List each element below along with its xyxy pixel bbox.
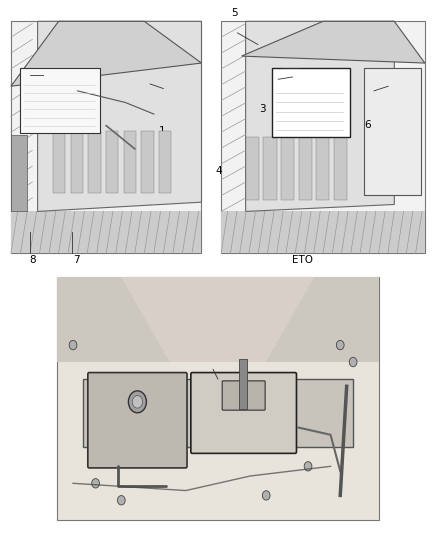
FancyBboxPatch shape (272, 68, 350, 137)
Polygon shape (11, 21, 201, 86)
FancyBboxPatch shape (364, 68, 421, 195)
FancyBboxPatch shape (221, 212, 425, 253)
FancyBboxPatch shape (191, 373, 297, 454)
FancyBboxPatch shape (299, 136, 312, 200)
FancyBboxPatch shape (141, 131, 154, 193)
FancyBboxPatch shape (53, 131, 65, 193)
Circle shape (304, 462, 312, 471)
Text: 3: 3 (73, 102, 80, 111)
Polygon shape (246, 21, 394, 212)
Circle shape (69, 341, 77, 350)
Circle shape (336, 341, 344, 350)
Polygon shape (38, 21, 201, 212)
Circle shape (262, 491, 270, 500)
Circle shape (92, 479, 99, 488)
FancyBboxPatch shape (11, 21, 201, 253)
FancyBboxPatch shape (222, 381, 265, 410)
FancyBboxPatch shape (334, 136, 347, 200)
FancyBboxPatch shape (71, 131, 83, 193)
Text: 2: 2 (53, 78, 60, 87)
FancyBboxPatch shape (106, 131, 118, 193)
FancyBboxPatch shape (57, 277, 379, 362)
Polygon shape (83, 379, 353, 447)
Text: 3: 3 (259, 104, 266, 114)
Polygon shape (242, 21, 425, 63)
Circle shape (349, 357, 357, 367)
FancyBboxPatch shape (57, 277, 379, 520)
FancyBboxPatch shape (11, 212, 201, 253)
Circle shape (132, 395, 143, 408)
Text: 6: 6 (364, 120, 371, 130)
Polygon shape (266, 277, 379, 362)
FancyBboxPatch shape (159, 131, 171, 193)
Text: 1: 1 (159, 126, 166, 135)
Text: 7: 7 (73, 255, 80, 265)
Text: 5: 5 (231, 9, 238, 18)
Text: ETO: ETO (292, 255, 313, 265)
FancyBboxPatch shape (246, 136, 259, 200)
Text: 2: 2 (275, 78, 282, 87)
Circle shape (117, 496, 125, 505)
FancyBboxPatch shape (21, 68, 100, 133)
Circle shape (128, 391, 146, 413)
FancyBboxPatch shape (281, 136, 294, 200)
FancyBboxPatch shape (316, 136, 329, 200)
FancyBboxPatch shape (11, 135, 27, 212)
Text: 4: 4 (215, 166, 223, 175)
FancyBboxPatch shape (239, 359, 247, 409)
FancyBboxPatch shape (124, 131, 136, 193)
FancyBboxPatch shape (263, 136, 276, 200)
Text: 8: 8 (29, 255, 36, 265)
Polygon shape (57, 277, 170, 362)
FancyBboxPatch shape (221, 21, 425, 253)
FancyBboxPatch shape (88, 131, 101, 193)
FancyBboxPatch shape (88, 373, 187, 468)
